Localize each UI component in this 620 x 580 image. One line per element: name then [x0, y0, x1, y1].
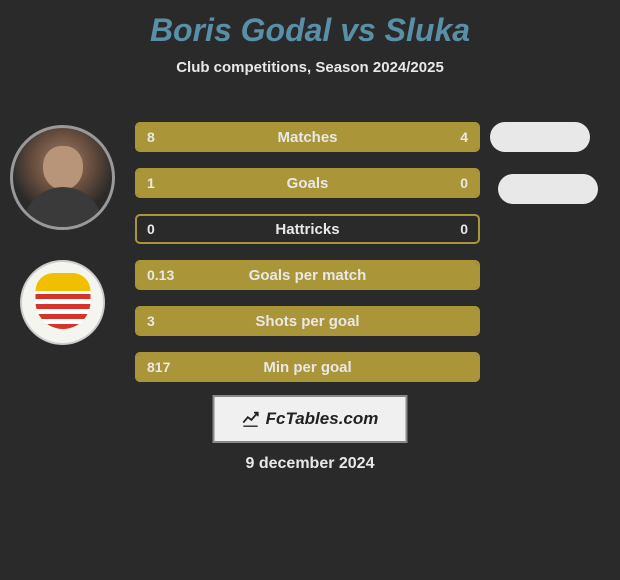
date-text: 9 december 2024	[0, 455, 620, 473]
subtitle: Club competitions, Season 2024/2025	[0, 59, 620, 76]
stat-bar-row: 3Shots per goal	[135, 306, 480, 336]
player-left-club-badge	[20, 260, 105, 345]
stats-bars: 8Matches41Goals00Hattricks00.13Goals per…	[135, 122, 480, 398]
bar-label: Min per goal	[137, 354, 478, 380]
bar-label: Shots per goal	[137, 308, 478, 334]
bar-value-right: 4	[460, 124, 468, 150]
bar-label: Goals	[137, 170, 478, 196]
stat-bar-row: 817Min per goal	[135, 352, 480, 382]
page-title: Boris Godal vs Sluka	[0, 0, 620, 49]
fctables-logo: FcTables.com	[213, 395, 408, 443]
bar-value-right: 0	[460, 170, 468, 196]
player-right-club-badge-placeholder	[498, 174, 598, 204]
stat-bar-row: 0.13Goals per match	[135, 260, 480, 290]
player-left-avatar	[10, 125, 115, 230]
bar-value-right: 0	[460, 216, 468, 242]
logo-text: FcTables.com	[266, 409, 379, 429]
player-right-avatar-placeholder	[490, 122, 590, 152]
stat-bar-row: 1Goals0	[135, 168, 480, 198]
chart-icon	[242, 410, 260, 428]
stat-bar-row: 8Matches4	[135, 122, 480, 152]
bar-label: Matches	[137, 124, 478, 150]
bar-label: Hattricks	[137, 216, 478, 242]
stat-bar-row: 0Hattricks0	[135, 214, 480, 244]
bar-label: Goals per match	[137, 262, 478, 288]
